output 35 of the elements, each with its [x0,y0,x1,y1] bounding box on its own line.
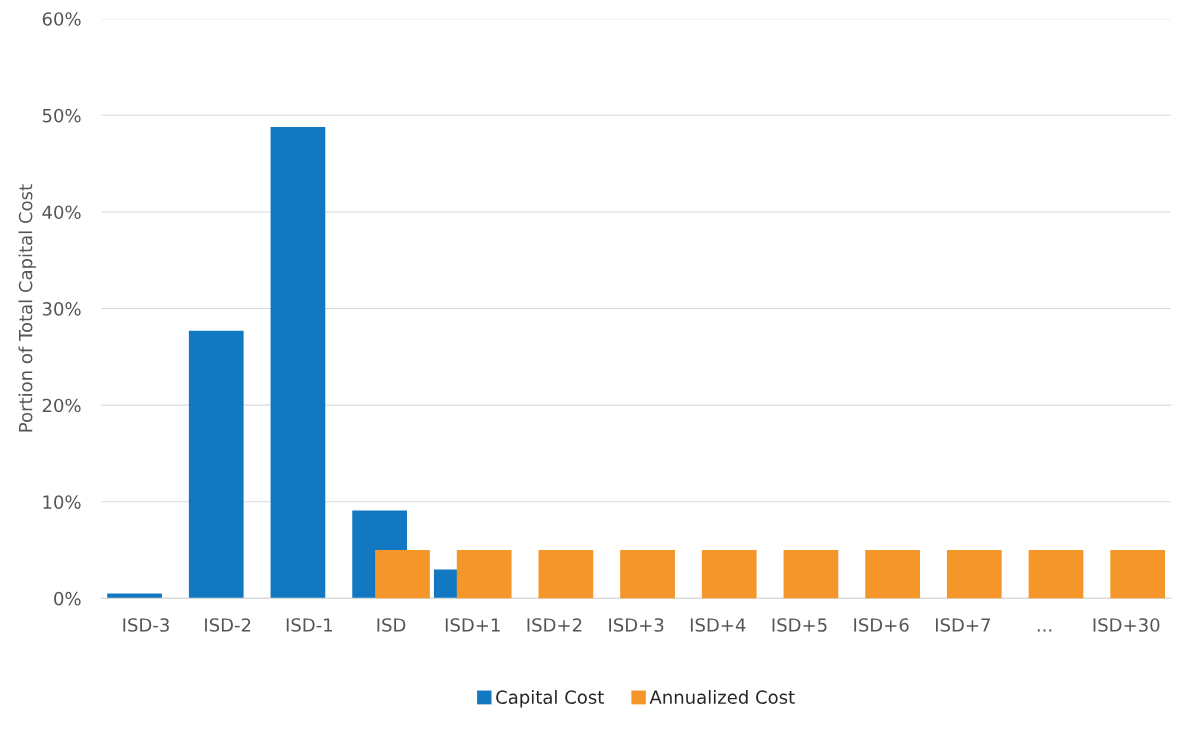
bar [783,550,839,599]
x-tick-label: ISD+5 [772,618,827,632]
x-tick-label: ISD+4 [690,618,746,632]
x-tick-label: ISD-3 [123,618,169,632]
legend-label: Capital Cost [496,690,604,708]
x-tick-label: ISD+30 [1093,618,1160,632]
x-tick-label: ISD+7 [935,618,990,632]
bar [270,126,326,599]
bar [375,550,430,599]
bar [1110,550,1166,599]
bar [188,330,244,599]
bar [865,550,920,599]
y-axis-title: Portion of Total Capital Cost [18,184,36,432]
y-tick-label: 50% [42,108,81,123]
x-tick-label: ... [1037,629,1052,632]
x-tick-label: ISD+3 [609,618,664,632]
x-tick-label: ISD+6 [854,618,909,632]
bar [946,550,1002,599]
x-tick-label: ISD-1 [286,618,333,632]
y-tick-label: 40% [42,205,81,220]
y-tick-label: 0% [54,591,81,606]
x-tick-label: ISD+2 [527,618,582,632]
x-tick-label: ISD [377,618,406,632]
x-tick-label: ISD+1 [445,618,500,632]
legend-label: Annualized Cost [649,690,795,704]
y-tick-label: 30% [42,302,81,316]
bar [620,550,675,599]
y-tick-label: 10% [43,495,81,509]
bar [538,550,594,599]
bar [701,550,757,599]
bar [1028,550,1084,599]
y-tick-label: 20% [42,398,81,413]
bar [456,550,512,599]
y-tick-label: 60% [42,12,81,26]
x-tick-label: ISD-2 [205,618,251,632]
